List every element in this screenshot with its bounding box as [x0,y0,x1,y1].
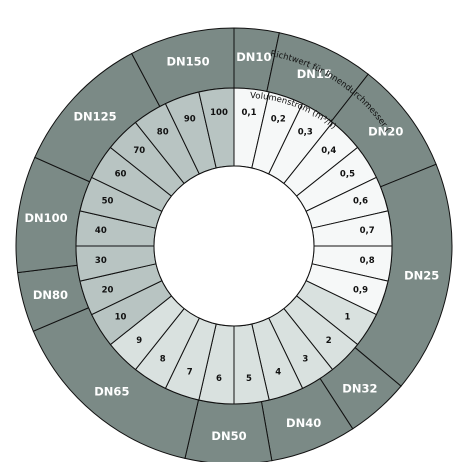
flow-label-9: 9 [136,336,142,346]
diameter-label-dn80: DN80 [33,288,68,302]
flow-label-100: 100 [210,108,228,118]
flow-label-0-4: 0,4 [321,146,336,156]
flow-label-8: 8 [160,354,166,364]
flow-label-0-2: 0,2 [271,115,286,125]
center-hole [154,166,314,326]
diameter-label-dn65: DN65 [94,385,129,399]
flow-label-0-8: 0,8 [360,256,375,266]
flow-label-1: 1 [345,312,351,322]
diameter-label-dn100: DN100 [24,211,67,225]
flow-label-0-9: 0,9 [353,285,368,295]
flow-label-3: 3 [302,354,308,364]
flow-label-40: 40 [95,226,107,236]
diameter-label-dn32: DN32 [342,381,377,395]
flow-label-4: 4 [275,367,281,377]
diameter-label-dn125: DN125 [73,109,116,123]
flow-label-7: 7 [187,367,193,377]
flow-label-0-7: 0,7 [360,226,375,236]
flow-label-90: 90 [184,115,196,125]
flow-label-0-1: 0,1 [241,108,256,118]
flow-label-0-3: 0,3 [298,128,313,138]
flow-label-80: 80 [157,128,169,138]
flow-label-0-6: 0,6 [353,197,368,207]
diameter-label-dn40: DN40 [286,416,321,430]
flow-label-0-5: 0,5 [340,170,355,180]
diameter-label-dn10: DN10 [236,50,271,64]
flow-label-70: 70 [133,146,145,156]
diameter-label-dn25: DN25 [404,269,439,283]
diameter-label-dn50: DN50 [211,429,246,443]
diameter-label-dn150: DN150 [166,55,209,69]
flow-label-10: 10 [115,312,127,322]
flow-label-50: 50 [102,197,114,207]
flow-label-6: 6 [216,374,222,384]
flow-label-60: 60 [115,170,127,180]
flow-label-20: 20 [102,285,114,295]
flow-label-2: 2 [326,336,332,346]
flow-label-5: 5 [246,374,252,384]
flow-label-30: 30 [95,256,107,266]
